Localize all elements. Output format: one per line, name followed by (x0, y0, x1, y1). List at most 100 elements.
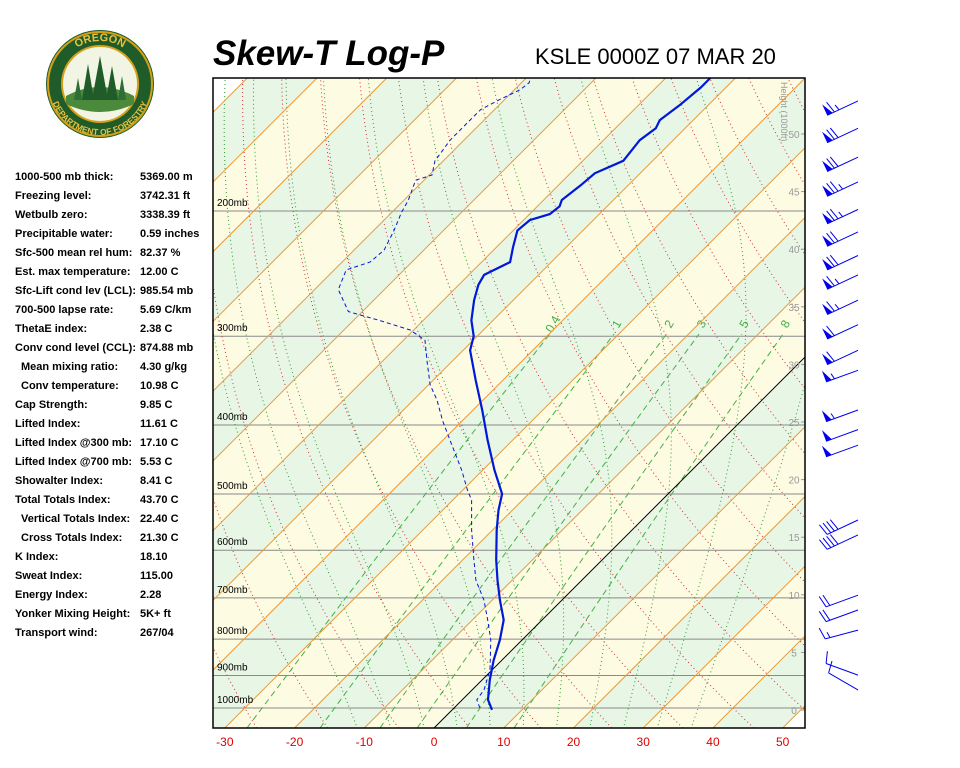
indices-panel: 1000-500 mb thick: 5369.00 m Freezing leve… (15, 171, 199, 639)
logo-tree (118, 76, 126, 100)
wind-barb (825, 651, 859, 676)
index-label: Sfc-500 mean rel hum: (15, 247, 132, 259)
logo-top-path: OREGON (73, 32, 128, 50)
barb-shaft (818, 609, 859, 623)
isotherm (363, 286, 805, 728)
isotherm (782, 704, 805, 728)
wind-barb (822, 100, 859, 116)
index-label: Conv temperature: (21, 380, 119, 392)
wind-barb (828, 660, 859, 691)
logo-tree (74, 78, 82, 100)
isotherm (213, 78, 597, 462)
isotherm (573, 495, 805, 728)
dry-adiabat (866, 78, 960, 728)
dry-adiabat (787, 78, 805, 113)
index-value: 5369.00 m (140, 171, 193, 183)
height-tick-label: 0 (791, 706, 797, 717)
index-value: 21.30 C (140, 532, 179, 544)
index-value: 5.69 C/km (140, 304, 192, 316)
barb-pennant (822, 213, 833, 224)
height-tick-label: 20 (788, 476, 800, 487)
x-tick-label: 0 (431, 735, 438, 749)
barb-pennant (822, 131, 833, 143)
mixing-ratio-line (465, 333, 743, 728)
dry-adiabat (905, 78, 960, 728)
barb-shaft (826, 231, 859, 247)
wind-barb (822, 299, 859, 316)
height-tick-label: 25 (788, 418, 800, 429)
index-label: Sweat Index: (15, 570, 82, 582)
mixing-ratio-line (246, 333, 551, 728)
index-value: 5K+ ft (140, 608, 171, 620)
height-tick-label: 45 (788, 188, 800, 199)
isotherm (294, 216, 805, 728)
pressure-tick-label: 300mb (217, 323, 248, 334)
dry-adiabat (827, 78, 960, 728)
logo-tree (106, 66, 118, 100)
pressure-tick-label: 400mb (217, 412, 248, 423)
index-value: 11.61 C (140, 418, 178, 430)
barb-shaft (825, 369, 859, 383)
wind-barb (818, 609, 859, 623)
index-value: 17.10 C (140, 437, 179, 449)
x-tick-label: 10 (497, 735, 511, 749)
barb-shaft (826, 324, 859, 340)
barb-shaft (818, 627, 859, 640)
isotherm (433, 356, 805, 728)
barb-pennant (822, 185, 833, 197)
barb-shaft (818, 594, 859, 608)
logo: OREGON DEPARTMENT OF FORESTRY (46, 30, 154, 138)
index-value: 874.88 mb (140, 342, 193, 354)
isotherm (224, 147, 805, 728)
index-value: 2.28 (140, 589, 161, 601)
barb-pennant (821, 445, 832, 457)
index-label: 700-500 lapse rate: (15, 304, 113, 316)
barb-shaft (825, 444, 859, 458)
barb-shaft (819, 534, 859, 550)
barb-shaft (826, 208, 859, 225)
x-tick-label: 30 (637, 735, 651, 749)
pressure-tick-label: 700mb (217, 585, 248, 596)
isotherm (503, 426, 805, 728)
height-tick-label: 5 (791, 648, 797, 659)
barb-pennant (822, 278, 833, 290)
barb-pennant (822, 303, 833, 315)
wind-barb (821, 429, 859, 442)
height-tick-label: 40 (788, 245, 800, 256)
index-value: 3742.31 ft (140, 190, 190, 202)
barb-pennant (821, 370, 832, 382)
isotherm (213, 78, 388, 253)
height-tick-label: 15 (788, 533, 800, 544)
index-label: Cross Totals Index: (21, 532, 122, 544)
barb-shaft (825, 429, 859, 442)
wind-barb (822, 254, 859, 271)
index-value: 5.53 C (140, 456, 172, 468)
barb-shaft (826, 181, 859, 197)
wind-barb (822, 349, 859, 366)
dry-adiabat (320, 78, 613, 728)
wind-barb (822, 208, 859, 225)
isotherm-band (213, 78, 805, 728)
wind-barb (822, 324, 859, 340)
index-value: 115.00 (140, 570, 173, 582)
logo-top-text: OREGON (73, 32, 128, 50)
title: Skew-T Log-P (213, 34, 445, 73)
index-value: 0.59 inches (140, 228, 199, 240)
moist-adiabat (213, 328, 358, 728)
index-label: Transport wind: (15, 627, 98, 639)
isotherm (642, 565, 805, 728)
logo-border (47, 31, 153, 137)
index-value: 985.54 mb (140, 285, 193, 297)
barb-shaft (825, 651, 859, 676)
pressure-tick-label: 1000mb (217, 695, 254, 706)
wind-barb (822, 274, 859, 290)
barb-shaft (819, 519, 859, 535)
index-value: 9.85 C (140, 399, 172, 411)
wind-barb (822, 181, 859, 197)
pressure-tick-label: 600mb (217, 537, 248, 548)
wind-barb (822, 127, 859, 144)
index-label: Lifted Index: (15, 418, 80, 430)
index-value: 10.98 C (140, 380, 179, 392)
